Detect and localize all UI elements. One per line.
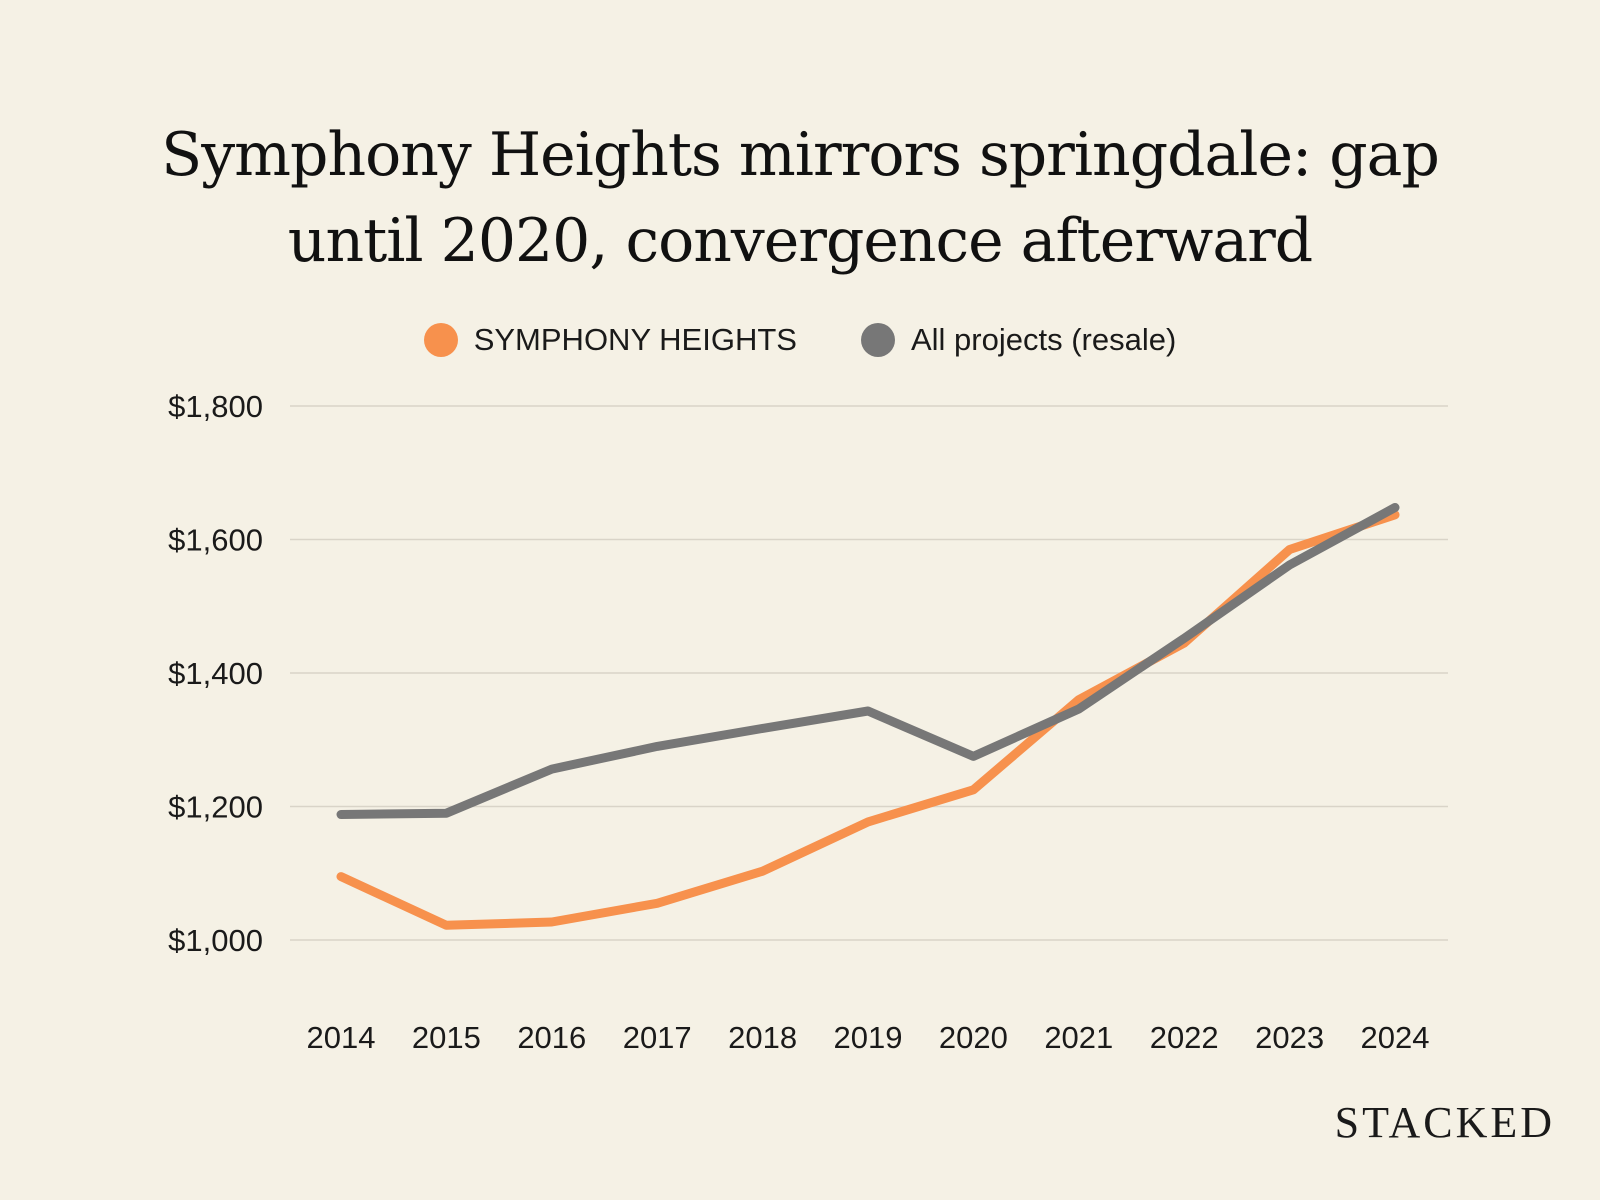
x-tick-label-2017: 2017 (623, 1020, 692, 1055)
x-tick-label-2020: 2020 (939, 1020, 1008, 1055)
series-line-symphony-heights (336, 510, 1400, 930)
y-axis-tick-labels: $1,000 $1,200 $1,400 $1,600 $1,800 (168, 389, 263, 958)
legend-item-all-projects: All projects (resale) (860, 322, 1177, 358)
y-tick-label-1800: $1,800 (168, 389, 263, 424)
x-tick-label-2018: 2018 (728, 1020, 797, 1055)
x-tick-label-2019: 2019 (834, 1020, 903, 1055)
y-tick-label-1400: $1,400 (168, 656, 263, 691)
x-axis-tick-labels: 2014 2015 2016 2017 2018 2019 2020 2021 2022 2023… (307, 1020, 1430, 1055)
y-tick-label-1200: $1,200 (168, 790, 263, 825)
y-tick-label-1000: $1,000 (168, 923, 263, 958)
legend-marker-symphony-heights (423, 323, 458, 357)
brand-logo: STACKED (1334, 1098, 1555, 1147)
x-tick-label-2014: 2014 (307, 1020, 376, 1055)
legend-item-symphony-heights: SYMPHONY HEIGHTS (423, 322, 797, 358)
legend-marker-all-projects (860, 323, 895, 357)
gridlines (290, 405, 1448, 941)
series-lines (336, 503, 1400, 930)
x-tick-label-2015: 2015 (412, 1020, 481, 1055)
x-tick-label-2016: 2016 (517, 1020, 586, 1055)
series-line-all-projects (336, 503, 1400, 819)
x-tick-label-2021: 2021 (1044, 1020, 1113, 1055)
legend-label-all-projects: All projects (resale) (910, 322, 1177, 357)
x-tick-label-2023: 2023 (1255, 1020, 1324, 1055)
chart-legend: SYMPHONY HEIGHTS All projects (resale) (0, 322, 1600, 358)
chart-title: Symphony Heights mirrors springdale: gap… (161, 120, 1440, 276)
y-tick-label-1600: $1,600 (168, 523, 263, 558)
legend-label-symphony-heights: SYMPHONY HEIGHTS (473, 322, 797, 357)
x-tick-label-2022: 2022 (1150, 1020, 1219, 1055)
x-tick-label-2024: 2024 (1361, 1020, 1430, 1055)
